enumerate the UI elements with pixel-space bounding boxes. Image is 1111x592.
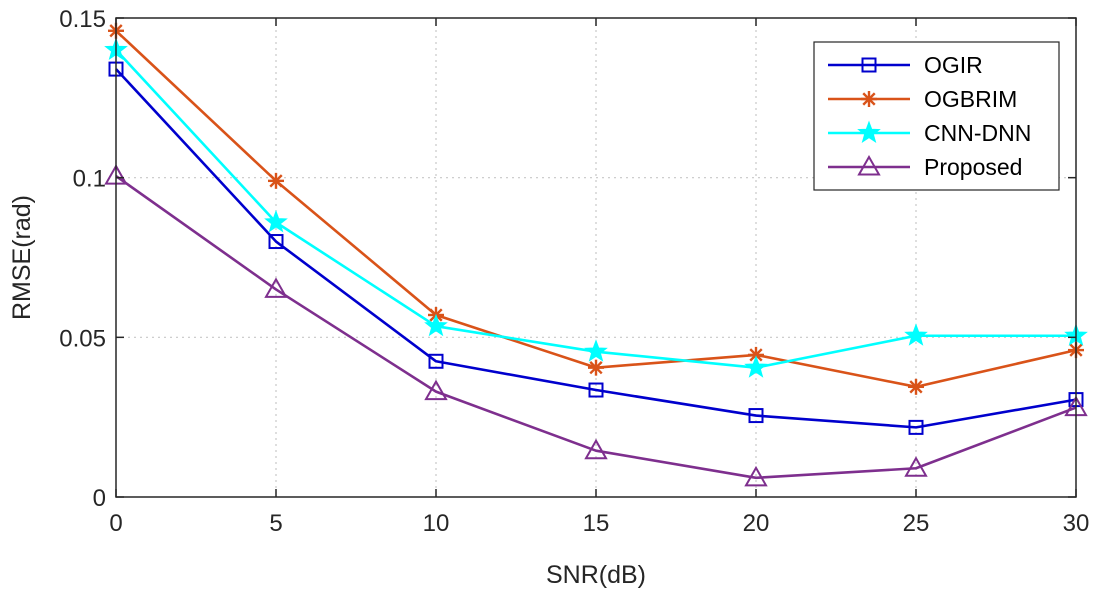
data-point-cnn-dnn <box>264 209 288 233</box>
legend-label: CNN-DNN <box>924 120 1031 146</box>
data-point-cnn-dnn <box>744 355 768 378</box>
data-point-proposed <box>904 456 928 477</box>
legend-marker <box>861 91 877 107</box>
data-point-cnn-dnn <box>584 339 608 362</box>
x-tick-label: 25 <box>903 510 930 537</box>
data-point-proposed <box>424 379 448 401</box>
legend-item-proposed: Proposed <box>828 154 1022 180</box>
legend: OGIR OGBRIM CNN-DNN Proposed <box>813 41 1060 191</box>
data-point-proposed <box>744 465 768 487</box>
x-tick-label: 5 <box>269 510 282 537</box>
legend-marker <box>857 120 881 144</box>
data-point-ogir <box>748 408 764 424</box>
data-point-cnn-dnn <box>904 323 928 346</box>
data-point-ogir <box>908 419 924 435</box>
x-tick-label: 10 <box>423 510 450 537</box>
data-point-ogir <box>268 234 284 250</box>
data-point-ogir <box>428 353 444 369</box>
y-tick-label: 0.05 <box>59 325 106 352</box>
legend-marker <box>857 154 881 176</box>
legend-marker <box>861 57 877 73</box>
x-tick-label: 30 <box>1063 510 1090 537</box>
legend-label: OGIR <box>924 52 983 78</box>
y-tick-label: 0.15 <box>59 6 106 33</box>
y-tick-label: 0.1 <box>73 166 106 193</box>
legend-label: OGBRIM <box>924 86 1017 112</box>
legend-item-ogir: OGIR <box>828 52 983 78</box>
data-point-ogbrim <box>908 378 924 395</box>
legend-box <box>813 41 1060 191</box>
legend-label: Proposed <box>924 154 1022 180</box>
data-point-proposed <box>264 277 288 298</box>
data-point-cnn-dnn <box>424 313 448 337</box>
x-tick-label: 15 <box>583 510 610 537</box>
data-point-ogbrim <box>268 172 284 189</box>
axis-ticks: 0 5 10 15 20 25 30 0 0.05 0.1 0.15 <box>59 6 1089 537</box>
x-axis-label: SNR(dB) <box>546 561 646 589</box>
data-point-ogbrim <box>588 359 604 376</box>
x-tick-label: 20 <box>743 510 770 537</box>
legend-item-ogbrim: OGBRIM <box>828 86 1017 112</box>
x-tick-label: 0 <box>109 510 122 537</box>
data-point-ogir <box>588 382 604 398</box>
y-tick-label: 0 <box>93 485 106 512</box>
data-point-proposed <box>584 438 608 460</box>
series-line-proposed <box>115 175 1077 480</box>
y-axis-label: RMSE(rad) <box>8 195 36 320</box>
legend-item-cnn-dnn: CNN-DNN <box>828 120 1031 146</box>
series-line-ogir <box>115 68 1077 429</box>
